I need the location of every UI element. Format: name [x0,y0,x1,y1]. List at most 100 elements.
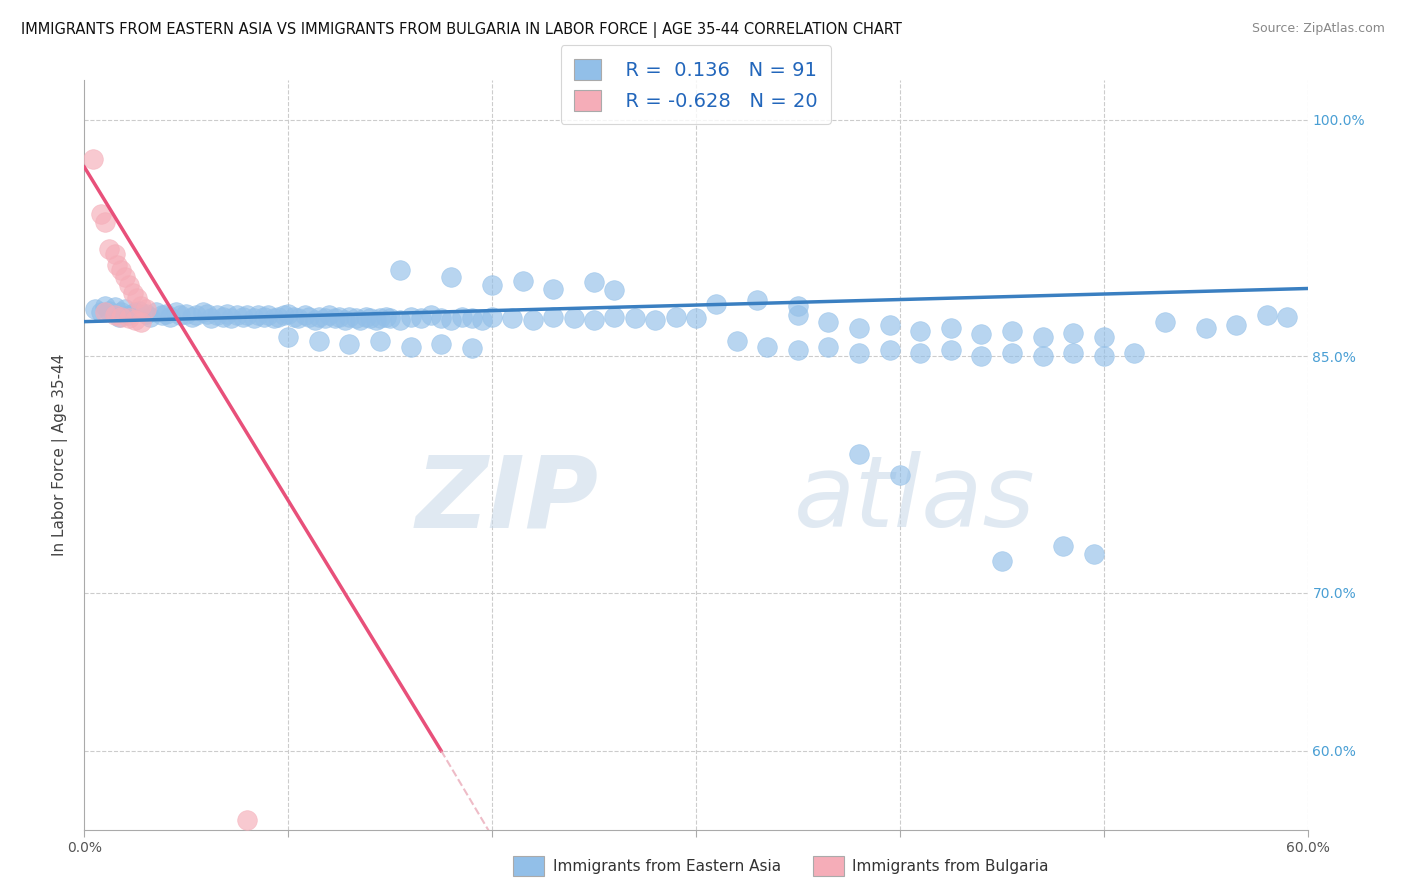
Text: Source: ZipAtlas.com: Source: ZipAtlas.com [1251,22,1385,36]
Point [205,308,228,322]
Point [471,313,494,327]
Point [135,307,157,321]
Point [298,310,321,324]
Point [145,305,167,319]
Point [308,334,330,348]
Point [991,554,1014,568]
Point [273,308,295,322]
Point [970,349,993,363]
Point [110,310,132,324]
Point [128,303,150,318]
Point [848,346,870,360]
Point [294,308,316,322]
Point [124,313,146,327]
Point [277,330,299,344]
Point [359,311,381,326]
Point [287,311,309,326]
Point [1277,310,1299,324]
Point [543,281,565,295]
Point [1256,308,1278,322]
Point [323,311,346,326]
Point [97,303,120,318]
Point [399,340,422,354]
Point [787,343,810,357]
Point [1154,315,1177,329]
Point [318,308,340,322]
Point [108,310,131,324]
Point [135,301,157,316]
Point [1225,318,1247,332]
Point [267,310,290,324]
Point [461,342,484,356]
Point [328,310,350,324]
Point [848,447,870,461]
Legend:   R =  0.136   N = 91,   R = -0.628   N = 20: R = 0.136 N = 91, R = -0.628 N = 20 [561,45,831,124]
Point [583,313,606,327]
Point [461,311,484,326]
Point [685,311,707,326]
Point [354,310,377,324]
Point [1092,349,1115,363]
Point [90,207,112,221]
Point [1001,346,1024,360]
Point [1123,346,1146,360]
Point [217,307,239,321]
Point [304,313,326,327]
Point [253,310,276,324]
Point [236,813,259,827]
Point [122,286,145,301]
Point [1195,321,1218,335]
Text: IMMIGRANTS FROM EASTERN ASIA VS IMMIGRANTS FROM BULGARIA IN LABOR FORCE | AGE 35: IMMIGRANTS FROM EASTERN ASIA VS IMMIGRAN… [21,22,903,38]
Point [1052,539,1074,553]
Point [308,310,330,324]
Point [368,334,391,348]
Point [389,313,412,327]
Point [195,307,218,321]
Point [450,310,472,324]
Point [706,297,728,311]
Point [267,857,290,871]
Point [104,308,127,322]
Point [110,305,132,319]
Point [212,310,235,324]
Point [114,301,136,316]
Point [90,305,112,319]
Y-axis label: In Labor Force | Age 35-44: In Labor Force | Age 35-44 [52,354,69,556]
Point [82,152,104,166]
Point [1032,330,1054,344]
Point [344,311,367,326]
Point [283,310,305,324]
Text: ZIP: ZIP [415,451,598,549]
Point [817,340,839,354]
Point [970,327,993,342]
Point [910,324,932,338]
Point [368,311,391,326]
Point [375,310,398,324]
Point [181,310,204,324]
Point [380,311,402,326]
Point [1062,326,1084,340]
Point [277,307,299,321]
Point [939,321,962,335]
Point [127,291,149,305]
Point [131,315,153,329]
Point [191,305,214,319]
Point [817,315,839,329]
Point [242,311,264,326]
Point [159,310,181,324]
Point [1062,346,1084,360]
Point [335,313,357,327]
Point [364,313,387,327]
Point [118,308,141,322]
Point [430,311,453,326]
Point [93,215,115,229]
Point [110,262,132,277]
Point [257,308,280,322]
Point [236,308,259,322]
Point [339,310,361,324]
Point [848,321,870,335]
Point [104,247,127,261]
Point [246,308,269,322]
Point [118,278,141,293]
Point [409,311,432,326]
